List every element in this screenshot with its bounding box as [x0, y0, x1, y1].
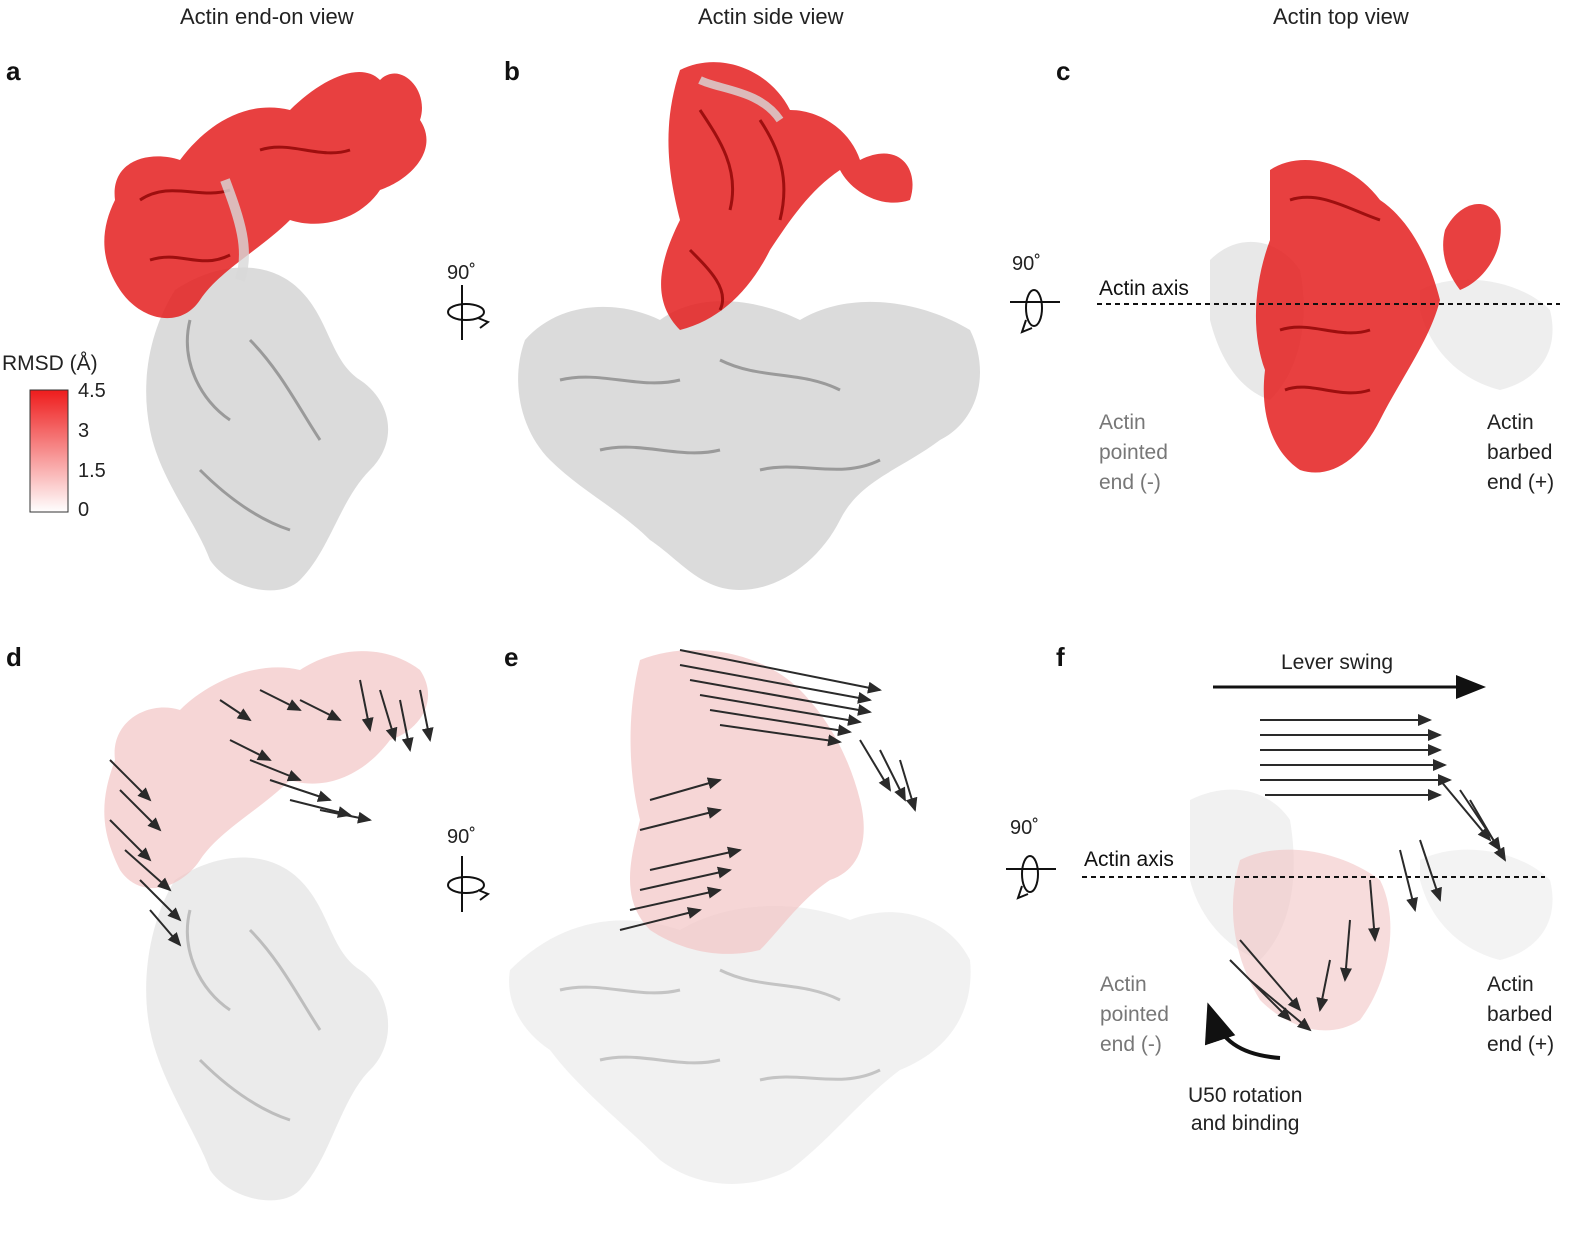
- f-barbed-end-line-2: barbed: [1487, 1003, 1553, 1026]
- u50-line-2: and binding: [1190, 1112, 1300, 1135]
- barbed-end-line-1: Actin: [1487, 411, 1534, 434]
- panel-c-grey-actin-right: [1420, 279, 1553, 390]
- panel-d-arrows: [109, 679, 434, 947]
- rotation-icon-ab: [447, 285, 491, 340]
- u50-line-1: U50 rotation: [1188, 1084, 1303, 1107]
- panel-label-d: d: [6, 642, 22, 672]
- pointed-end-line-2: pointed: [1099, 441, 1168, 464]
- barbed-end-line-3: end (+): [1487, 471, 1555, 494]
- panel-a-red-myosin: [104, 71, 427, 319]
- panel-c-barbed-end-label: Actin barbed end (+): [1487, 408, 1554, 498]
- barbed-end-line-2: barbed: [1487, 441, 1553, 464]
- panel-f-actin-axis-label: Actin axis: [1084, 848, 1174, 871]
- pointed-end-line-1: Actin: [1099, 411, 1146, 434]
- rotation-label-de: 90˚: [447, 826, 476, 848]
- panel-f-pointed-end-label: Actin pointed end (-): [1100, 970, 1169, 1060]
- rotation-icon-de: [447, 856, 491, 912]
- panel-label-b: b: [504, 56, 520, 86]
- rmsd-tick-1-5: 1.5: [78, 460, 106, 482]
- f-pointed-end-line-2: pointed: [1100, 1003, 1169, 1026]
- panel-d-grey-actin: [146, 857, 389, 1201]
- f-pointed-end-line-3: end (-): [1100, 1033, 1162, 1056]
- rotation-label-bc: 90˚: [1012, 253, 1041, 275]
- column-title-side: Actin side view: [698, 4, 844, 29]
- panel-label-a: a: [6, 56, 21, 86]
- rmsd-legend-bar: [29, 389, 69, 513]
- panel-f-arrows: [1229, 714, 1507, 1032]
- panel-f-structure: [1082, 675, 1553, 1060]
- rmsd-tick-0: 0: [78, 499, 90, 521]
- rotation-label-ab: 90˚: [447, 262, 476, 284]
- u50-rotation-arrow: [1204, 1002, 1281, 1060]
- panel-c-structure: [1097, 160, 1560, 473]
- u50-rotation-label: U50 rotation and binding: [1188, 1082, 1302, 1138]
- rmsd-legend-title: RMSD (Å): [2, 352, 98, 375]
- panel-e-grey-actin: [509, 906, 971, 1184]
- panel-b-grey-actin: [518, 301, 980, 590]
- panel-a-grey-actin: [146, 267, 389, 591]
- panel-a-structure: [104, 71, 427, 591]
- panel-d-structure: [104, 651, 429, 1201]
- panel-label-c: c: [1056, 56, 1071, 86]
- panel-e-arrows: [619, 649, 918, 931]
- panel-b-red-myosin: [661, 62, 913, 331]
- f-pointed-end-line-1: Actin: [1100, 973, 1147, 996]
- rotation-icon-bc: [1010, 289, 1060, 334]
- rotation-label-ef: 90˚: [1010, 817, 1039, 839]
- rotation-icon-ef: [1006, 855, 1056, 900]
- f-barbed-end-line-3: end (+): [1487, 1033, 1555, 1056]
- panel-c-red-myosin: [1255, 160, 1440, 473]
- column-title-top: Actin top view: [1273, 4, 1409, 29]
- panel-f-grey-actin-right: [1420, 849, 1553, 960]
- panel-e-structure: [509, 650, 971, 1184]
- panel-b-structure: [518, 62, 980, 590]
- rmsd-tick-4-5: 4.5: [78, 380, 106, 402]
- panel-f-barbed-end-label: Actin barbed end (+): [1487, 970, 1554, 1060]
- panel-label-e: e: [504, 642, 519, 672]
- panel-c-actin-axis-label: Actin axis: [1099, 277, 1189, 300]
- panel-label-f: f: [1056, 642, 1065, 672]
- rmsd-tick-3: 3: [78, 420, 90, 442]
- lever-swing-label: Lever swing: [1281, 651, 1394, 674]
- f-barbed-end-line-1: Actin: [1487, 973, 1534, 996]
- pointed-end-line-3: end (-): [1099, 471, 1161, 494]
- panel-c-pointed-end-label: Actin pointed end (-): [1099, 408, 1168, 498]
- column-title-end-on: Actin end-on view: [180, 4, 354, 29]
